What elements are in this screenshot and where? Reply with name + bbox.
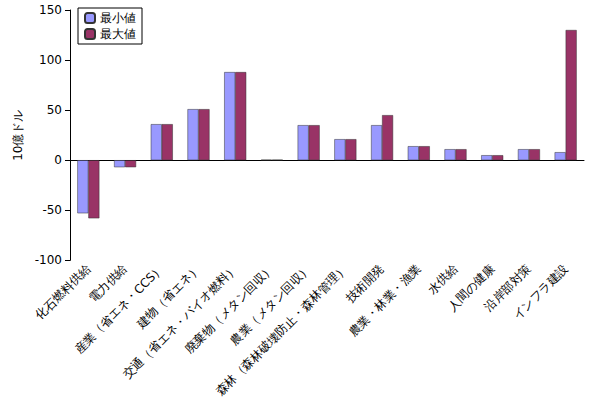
svg-text:最小値: 最小値 <box>100 11 136 25</box>
svg-text:150: 150 <box>39 3 62 17</box>
svg-text:農業（メタン回収）: 農業（メタン回収） <box>227 261 314 348</box>
svg-text:電力供給: 電力供給 <box>86 261 130 306</box>
svg-text:廃棄物（メタン回収）: 廃棄物（メタン回収） <box>182 261 277 357</box>
svg-text:化石燃料供給: 化石燃料供給 <box>32 261 93 322</box>
svg-text:100: 100 <box>39 53 62 67</box>
svg-text:交通（省エネ・バイオ燃料）: 交通（省エネ・バイオ燃料） <box>120 261 241 382</box>
svg-text:産業（省エネ・CCS）: 産業（省エネ・CCS） <box>71 261 167 357</box>
svg-text:森林（森林破壊防止・森林管理）: 森林（森林破壊防止・森林管理） <box>213 261 350 398</box>
svg-text:50: 50 <box>47 103 62 117</box>
svg-text:最大値: 最大値 <box>100 27 136 41</box>
svg-text:インフラ建設: インフラ建設 <box>510 261 571 322</box>
svg-text:技術開発: 技術開発 <box>343 261 387 306</box>
svg-text:建物（省エネ）: 建物（省エネ） <box>133 261 203 331</box>
svg-text:-50: -50 <box>42 203 62 217</box>
svg-text:-100: -100 <box>35 253 62 267</box>
svg-text:農業・林業・漁業: 農業・林業・漁業 <box>346 261 424 339</box>
svg-text:10億ドル: 10億ドル <box>11 110 25 161</box>
svg-text:0: 0 <box>54 153 62 167</box>
svg-text:沿岸部対策: 沿岸部対策 <box>481 261 534 314</box>
svg-text:水供給: 水供給 <box>425 261 460 296</box>
svg-text:人間の健康: 人間の健康 <box>444 261 498 314</box>
